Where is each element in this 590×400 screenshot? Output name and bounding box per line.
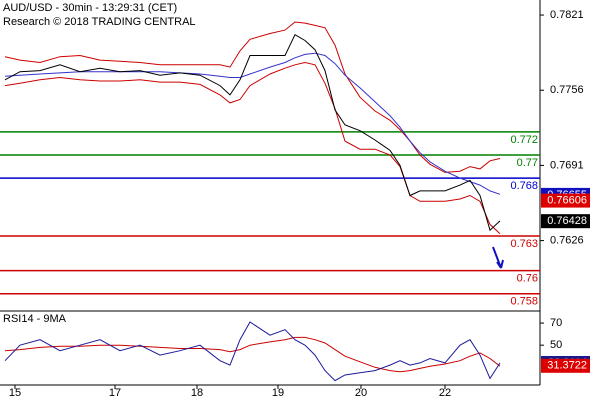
x-tick-label: 17: [109, 387, 121, 399]
series-line: [4, 336, 501, 373]
series-line: [4, 33, 501, 232]
series-line: [4, 321, 501, 382]
level-label: 0.77: [517, 157, 538, 169]
price-tag-label: 31.3722: [547, 360, 587, 372]
forecast-arrow: [492, 246, 504, 269]
level-label: 0.772: [510, 134, 538, 146]
y-tick-label: 0.7691: [550, 159, 584, 171]
series-line: [4, 52, 501, 195]
price-tag-label: 0.76428: [547, 215, 587, 227]
y-tick-label: 70: [550, 317, 562, 329]
price-tag: [541, 358, 590, 373]
y-tick-label: 0.7626: [550, 235, 584, 247]
price-tag: [541, 214, 590, 229]
x-tick-label: 18: [191, 387, 203, 399]
y-tick-label: 50: [550, 339, 562, 351]
level-label: 0.758: [510, 296, 538, 308]
level-label: 0.768: [510, 180, 538, 192]
x-tick-label: 22: [439, 387, 451, 399]
series-line: [4, 21, 501, 173]
x-tick-label: 15: [9, 387, 21, 399]
price-tag: [541, 193, 590, 208]
price-tag-label: 0.76606: [547, 194, 587, 206]
chart-title: AUD/USD - 30min - 13:29:31 (CET): [3, 2, 177, 14]
level-label: 0.76: [517, 273, 538, 285]
x-tick-label: 20: [355, 387, 367, 399]
chart-subtitle: Research © 2018 TRADING CENTRAL: [3, 16, 196, 28]
rsi-title: RSI14 - 9MA: [3, 313, 67, 325]
level-label: 0.763: [510, 238, 538, 250]
series-line: [4, 61, 501, 235]
y-tick-label: 0.7756: [550, 84, 584, 96]
y-tick-label: 0.7821: [550, 9, 584, 21]
x-tick-label: 19: [272, 387, 284, 399]
